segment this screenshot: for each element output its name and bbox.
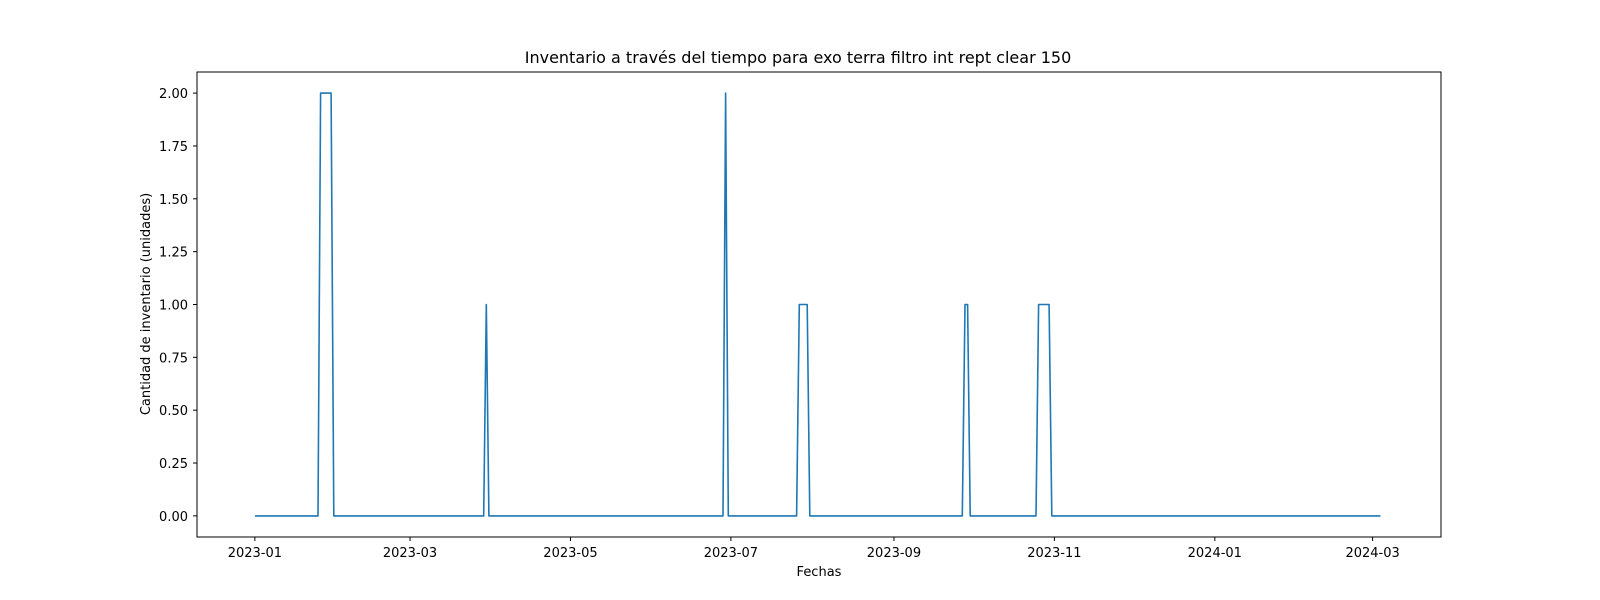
y-tick-label: 2.00 xyxy=(159,87,188,102)
x-tick-label: 2023-01 xyxy=(228,546,282,561)
x-tick-label: 2023-09 xyxy=(867,546,921,561)
y-tick-label: 1.50 xyxy=(159,193,188,208)
y-tick-label: 0.25 xyxy=(159,457,188,472)
series-line-0 xyxy=(254,92,1381,517)
y-tick-label: 0.75 xyxy=(159,351,188,366)
y-axis-label: Cantidad de inventario (unidades) xyxy=(139,193,154,415)
x-tick-label: 2023-07 xyxy=(704,546,758,561)
x-tick-label: 2023-11 xyxy=(1027,546,1081,561)
x-tick-label: 2023-05 xyxy=(543,546,597,561)
x-tick-label: 2023-03 xyxy=(383,546,437,561)
y-tick-label: 0.50 xyxy=(159,404,188,419)
chart-title: Inventario a través del tiempo para exo … xyxy=(525,48,1072,67)
plot-area: 2023-01 2023-03 2023-05 2023-07 2023-09 2023-… xyxy=(159,71,1442,561)
data-layer xyxy=(254,92,1381,517)
y-tick-label: 0.00 xyxy=(159,510,188,525)
y-tick-label: 1.00 xyxy=(159,299,188,314)
y-tick-label: 1.25 xyxy=(159,246,188,261)
plot-frame xyxy=(196,71,1442,538)
x-axis-label: Fechas xyxy=(797,565,842,580)
y-tick-label: 1.75 xyxy=(159,140,188,155)
x-tick-label: 2024-01 xyxy=(1188,546,1242,561)
axis-layer: 2023-01 2023-03 2023-05 2023-07 2023-09 2023-… xyxy=(159,87,1400,561)
x-tick-label: 2024-03 xyxy=(1345,546,1399,561)
